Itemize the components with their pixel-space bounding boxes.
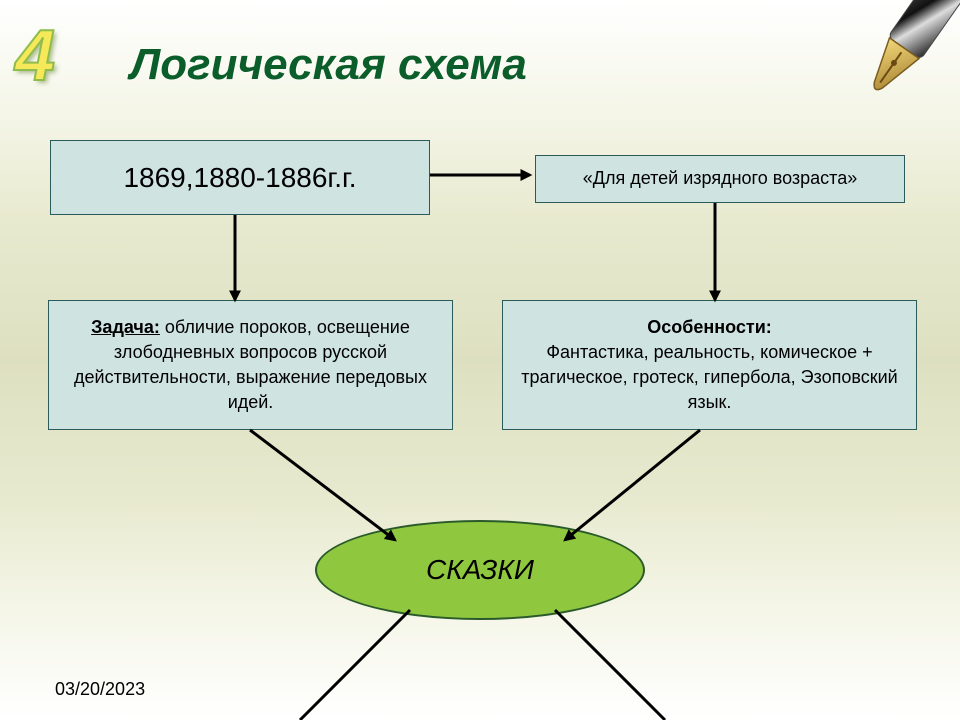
edge-tales-to-out-left (300, 610, 410, 720)
node-task-label: Задача: (91, 317, 160, 337)
node-years: 1869,1880-1886г.г. (50, 140, 430, 215)
node-tales-text: СКАЗКИ (426, 554, 534, 586)
pen-decorative-icon (820, 0, 960, 130)
node-years-text: 1869,1880-1886г.г. (123, 158, 356, 197)
node-task: Задача: обличие пороков, освещение злобо… (48, 300, 453, 430)
node-tales: СКАЗКИ (315, 520, 645, 620)
slide-title: Логическая схема (130, 40, 527, 90)
node-audience-text: «Для детей изрядного возраста» (583, 166, 857, 191)
edge-features-to-tales (565, 430, 700, 540)
node-features: Особенности: Фантастика, реальность, ком… (502, 300, 917, 430)
edge-tales-to-out-right (555, 610, 665, 720)
edge-task-to-tales (250, 430, 395, 540)
node-task-content: Задача: обличие пороков, освещение злобо… (61, 315, 440, 416)
node-features-text: Фантастика, реальность, комическое + тра… (515, 340, 904, 416)
slide-number-badge: 4 (15, 15, 55, 97)
node-features-label: Особенности: (647, 315, 772, 340)
node-audience: «Для детей изрядного возраста» (535, 155, 905, 203)
footer-date: 03/20/2023 (55, 679, 145, 700)
